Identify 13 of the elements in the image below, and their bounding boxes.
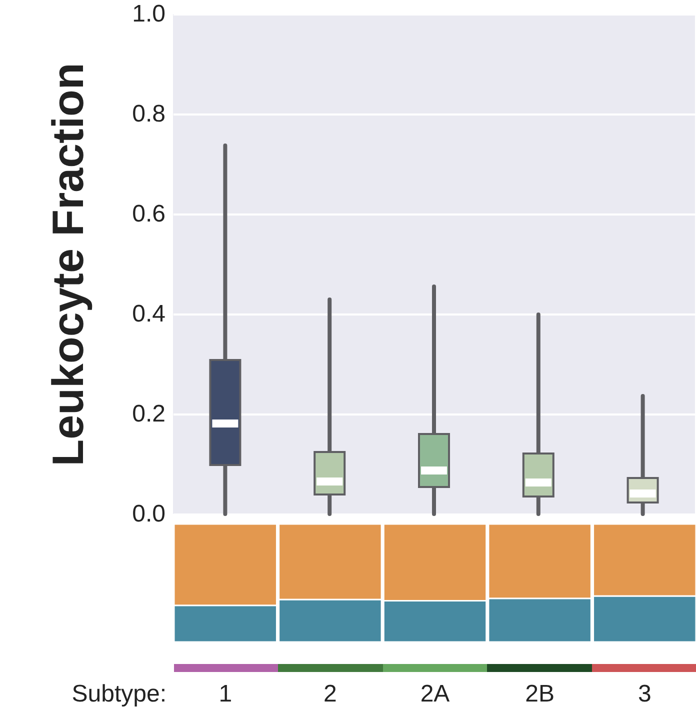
y-tick-label: 1.0 (132, 0, 166, 28)
x-tick-label: 2 (324, 680, 337, 708)
x-axis-title: Subtype: (72, 680, 166, 708)
y-tick-label: 0.8 (132, 100, 166, 128)
y-tick-label: 0.4 (132, 300, 166, 328)
y-tick-label: 0.6 (132, 200, 166, 228)
y-tick-label: 0.2 (132, 400, 166, 428)
y-axis-title: Leukocyte Fraction (44, 62, 94, 466)
x-tick-label: 3 (638, 680, 652, 708)
x-tick-label: 2A (420, 680, 450, 708)
y-tick-label: 0.0 (132, 500, 166, 528)
x-tick-label: 1 (218, 680, 232, 708)
x-tick-label: 2B (525, 680, 554, 708)
